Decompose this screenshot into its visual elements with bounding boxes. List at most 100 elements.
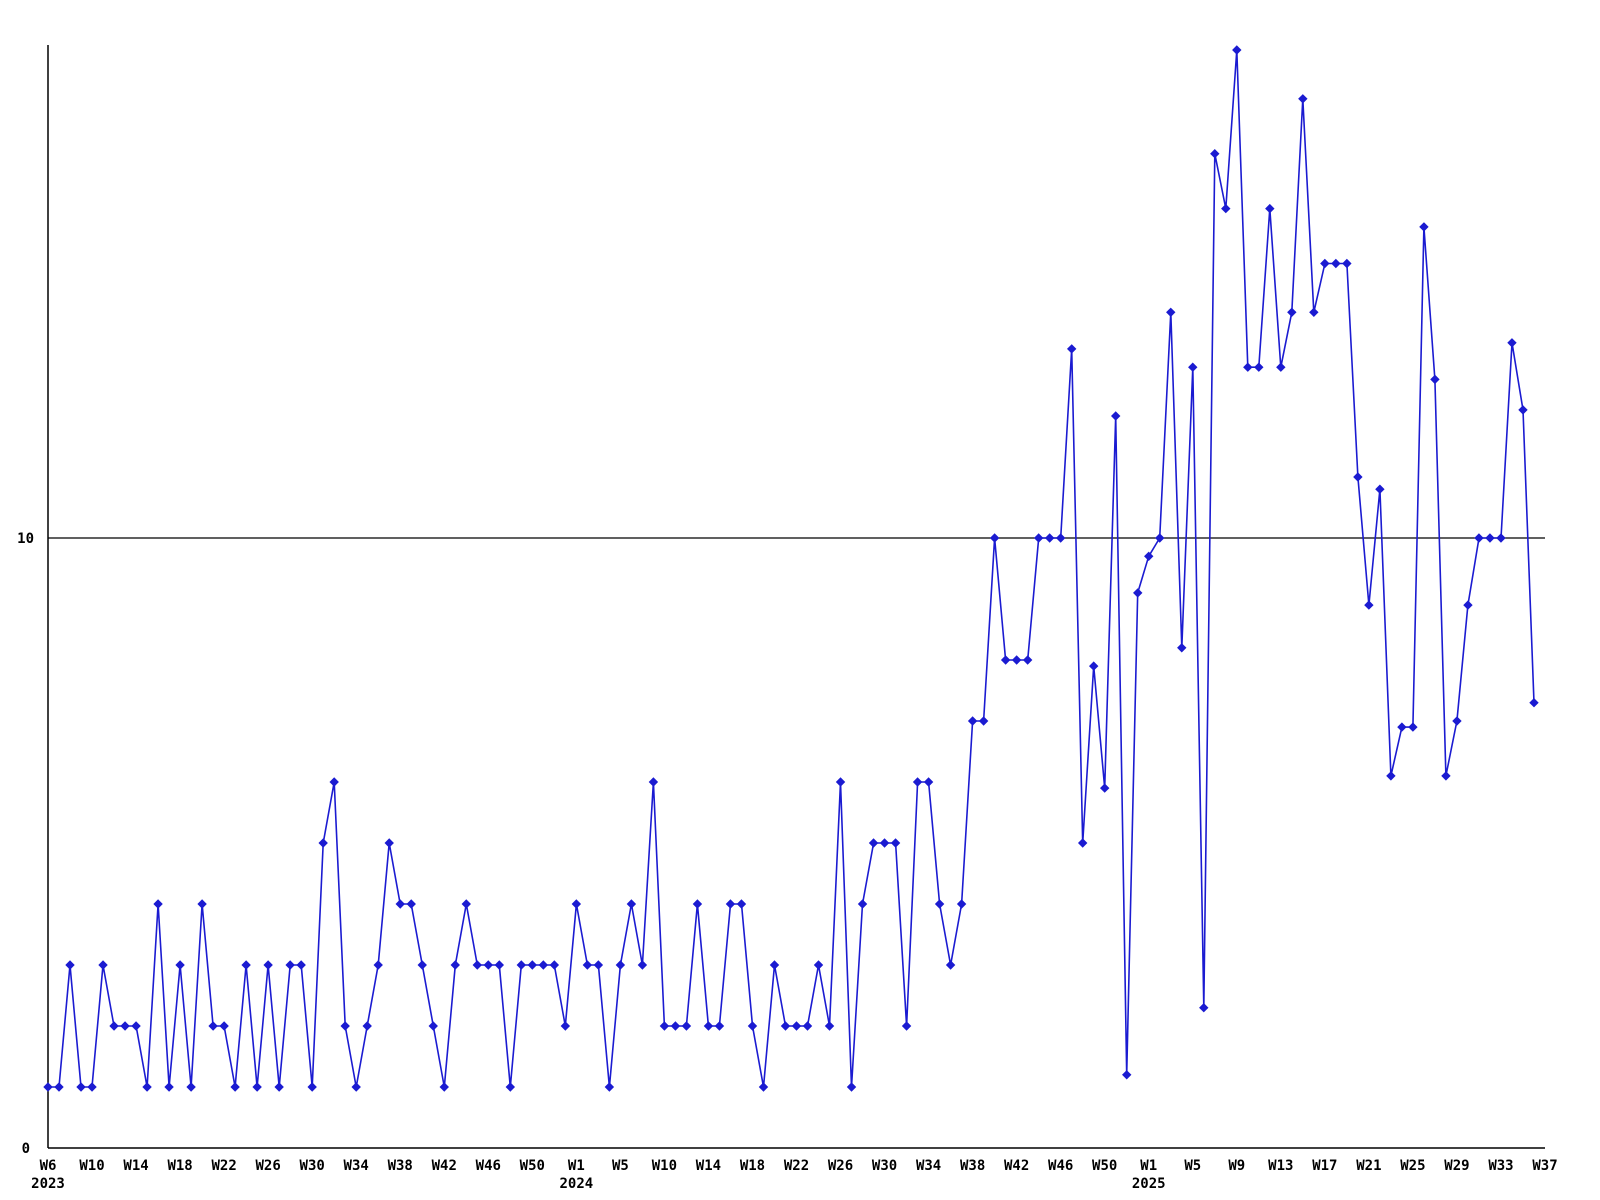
x-tick-label: W37 bbox=[1532, 1158, 1557, 1174]
data-point-marker bbox=[736, 899, 747, 909]
x-tick-label: W14 bbox=[123, 1158, 148, 1174]
data-point-marker bbox=[791, 1021, 802, 1031]
x-tick-label: W1 bbox=[568, 1158, 585, 1174]
x-tick-label: W38 bbox=[960, 1158, 985, 1174]
data-point-marker bbox=[1022, 655, 1033, 665]
data-point-marker bbox=[659, 1021, 670, 1031]
data-point-marker bbox=[384, 838, 394, 848]
data-point-marker bbox=[54, 1082, 64, 1092]
x-tick-label: W14 bbox=[696, 1158, 721, 1174]
x-year-label: 2025 bbox=[1132, 1176, 1166, 1192]
data-point-marker bbox=[241, 960, 251, 970]
data-point-marker bbox=[1199, 1002, 1209, 1013]
data-point-marker bbox=[1243, 362, 1253, 372]
data-point-marker bbox=[329, 777, 339, 787]
data-point-marker bbox=[417, 960, 427, 970]
axis-layer bbox=[47, 45, 1545, 1149]
data-point-marker bbox=[780, 1021, 791, 1031]
data-point-marker bbox=[1077, 838, 1088, 848]
x-tick-label: W13 bbox=[1268, 1158, 1293, 1174]
data-point-marker bbox=[1353, 472, 1363, 482]
data-point-marker bbox=[648, 777, 659, 787]
data-point-marker bbox=[395, 899, 405, 909]
x-tick-label: W18 bbox=[167, 1158, 192, 1174]
data-point-marker bbox=[131, 1021, 141, 1031]
data-point-marker bbox=[626, 899, 637, 909]
data-point-marker bbox=[747, 1021, 758, 1031]
x-tick-label: W6 bbox=[40, 1158, 57, 1174]
data-point-marker bbox=[1364, 600, 1374, 610]
data-point-marker bbox=[1452, 716, 1462, 726]
data-point-marker bbox=[296, 960, 306, 970]
data-point-marker bbox=[868, 838, 879, 848]
data-point-marker bbox=[318, 838, 328, 848]
x-tick-label: W26 bbox=[255, 1158, 280, 1174]
x-tick-label: W46 bbox=[476, 1158, 501, 1174]
data-point-marker bbox=[1232, 45, 1242, 55]
data-point-marker bbox=[670, 1021, 681, 1031]
data-point-marker bbox=[1518, 405, 1528, 415]
x-tick-label: W5 bbox=[612, 1158, 629, 1174]
y-tick-label-0: 0 bbox=[22, 1141, 30, 1157]
data-point-marker bbox=[87, 1082, 97, 1092]
data-point-marker bbox=[230, 1082, 240, 1092]
data-point-marker bbox=[1485, 533, 1495, 543]
data-point-marker bbox=[263, 960, 273, 970]
data-point-marker bbox=[890, 838, 901, 848]
data-point-marker bbox=[571, 899, 582, 909]
data-point-marker bbox=[989, 533, 1000, 543]
x-tick-label: W26 bbox=[828, 1158, 853, 1174]
data-point-marker bbox=[1419, 222, 1429, 232]
data-point-marker bbox=[1342, 258, 1352, 269]
data-point-marker bbox=[582, 960, 593, 970]
x-year-label: 2024 bbox=[559, 1176, 593, 1192]
data-point-marker bbox=[373, 960, 383, 970]
data-point-marker bbox=[1408, 722, 1418, 732]
data-point-marker bbox=[527, 960, 538, 970]
data-point-marker bbox=[912, 777, 923, 787]
data-point-marker bbox=[846, 1082, 857, 1092]
data-point-marker bbox=[142, 1082, 152, 1092]
data-point-marker bbox=[637, 960, 648, 970]
x-tick-label: W5 bbox=[1184, 1158, 1201, 1174]
x-tick-label: W21 bbox=[1356, 1158, 1381, 1174]
x-tick-label: W17 bbox=[1312, 1158, 1337, 1174]
data-point-marker bbox=[1430, 374, 1440, 385]
data-point-marker bbox=[208, 1021, 218, 1031]
data-point-marker bbox=[351, 1082, 361, 1092]
x-tick-label: W46 bbox=[1048, 1158, 1073, 1174]
data-point-marker bbox=[692, 899, 703, 909]
data-point-marker bbox=[274, 1082, 284, 1092]
data-point-marker bbox=[428, 1021, 438, 1031]
data-point-marker bbox=[824, 1021, 835, 1031]
data-point-marker bbox=[1474, 533, 1484, 543]
data-point-marker bbox=[681, 1021, 692, 1031]
data-point-marker bbox=[813, 960, 824, 970]
data-point-marker bbox=[978, 716, 989, 726]
data-point-marker bbox=[461, 899, 471, 909]
data-point-marker bbox=[65, 960, 75, 970]
data-point-marker bbox=[703, 1021, 714, 1031]
data-point-marker bbox=[186, 1082, 196, 1092]
data-point-marker bbox=[472, 960, 482, 970]
data-point-marker bbox=[879, 838, 890, 848]
data-point-marker bbox=[967, 716, 978, 726]
data-point-marker bbox=[285, 960, 295, 970]
x-tick-label: W42 bbox=[432, 1158, 457, 1174]
data-point-marker bbox=[1000, 655, 1011, 665]
data-point-marker bbox=[1177, 643, 1187, 653]
data-point-marker bbox=[758, 1082, 769, 1092]
x-year-label: 2023 bbox=[31, 1176, 65, 1192]
data-point-marker bbox=[1397, 722, 1407, 732]
data-point-marker bbox=[1100, 783, 1110, 793]
data-point-marker bbox=[1210, 148, 1220, 159]
data-point-marker bbox=[76, 1082, 86, 1092]
data-point-marker bbox=[439, 1082, 449, 1092]
x-tick-label: W22 bbox=[784, 1158, 809, 1174]
y-tick-label-10: 10 bbox=[17, 531, 34, 547]
data-point-marker bbox=[164, 1082, 174, 1092]
data-point-marker bbox=[340, 1021, 350, 1031]
data-point-marker bbox=[1331, 258, 1341, 269]
data-point-marker bbox=[1088, 661, 1099, 671]
